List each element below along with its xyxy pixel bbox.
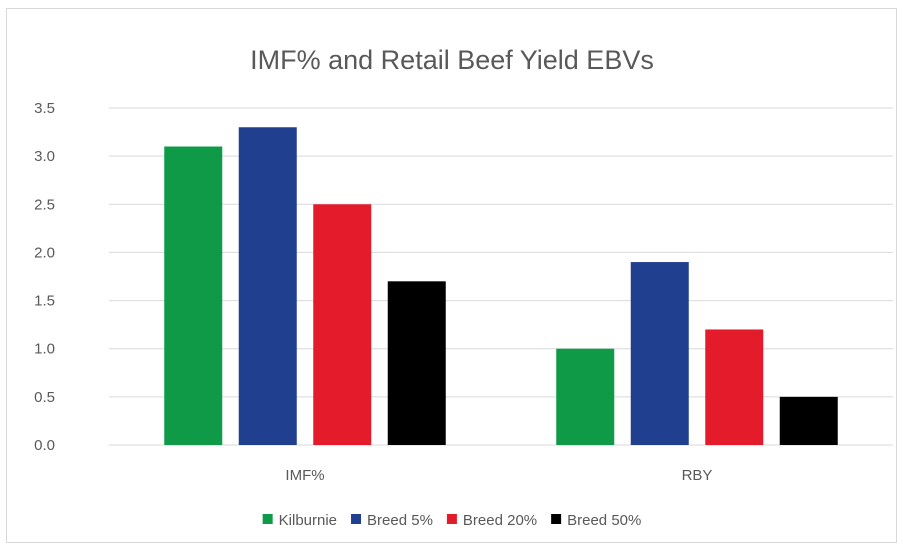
y-tick-label: 1.0 bbox=[34, 341, 55, 358]
x-axis-categories: IMF% RBY bbox=[285, 467, 712, 484]
y-tick-label: 3.0 bbox=[34, 148, 55, 165]
legend-label: Breed 20% bbox=[463, 512, 537, 529]
legend: Kilburnie Breed 5% Breed 20% Breed 50% bbox=[262, 512, 641, 529]
legend-swatch bbox=[551, 514, 562, 524]
bar bbox=[238, 127, 297, 445]
x-category-label: RBY bbox=[682, 467, 713, 484]
y-tick-label: 0.0 bbox=[34, 437, 55, 454]
chart-frame: IMF% and Retail Beef Yield EBVs 0.0 0.5 1.… bbox=[6, 8, 897, 543]
legend-label: Kilburnie bbox=[279, 512, 337, 529]
legend-swatch bbox=[446, 514, 457, 524]
bar bbox=[164, 146, 223, 445]
y-tick-label: 0.5 bbox=[34, 389, 55, 406]
y-axis-ticks: 0.0 0.5 1.0 1.5 2.0 2.5 3.0 3.5 bbox=[34, 100, 55, 454]
legend-label: Breed 5% bbox=[367, 512, 433, 529]
y-tick-label: 2.5 bbox=[34, 196, 55, 213]
bar bbox=[779, 396, 838, 445]
x-category-label: IMF% bbox=[285, 467, 324, 484]
legend-label: Breed 50% bbox=[567, 512, 641, 529]
bar bbox=[387, 281, 446, 445]
bar bbox=[630, 262, 689, 445]
y-tick-label: 3.5 bbox=[34, 100, 55, 117]
bar bbox=[313, 204, 372, 445]
y-tick-label: 2.0 bbox=[34, 244, 55, 261]
bars bbox=[164, 127, 838, 445]
gridlines bbox=[109, 107, 893, 446]
legend-swatch bbox=[262, 514, 273, 524]
chart-title: IMF% and Retail Beef Yield EBVs bbox=[250, 45, 654, 75]
bar bbox=[705, 329, 764, 445]
legend-swatch bbox=[351, 514, 362, 524]
bar bbox=[556, 348, 615, 445]
chart: IMF% and Retail Beef Yield EBVs 0.0 0.5 1.… bbox=[34, 45, 893, 529]
y-tick-label: 1.5 bbox=[34, 293, 55, 310]
